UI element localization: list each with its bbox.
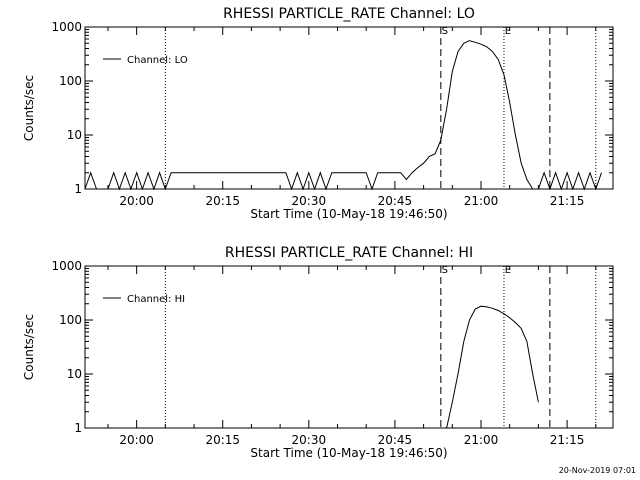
marker-label: S	[442, 265, 448, 276]
chart-title: RHESSI PARTICLE_RATE Channel: HI	[225, 245, 473, 261]
y-tick-label: 1	[74, 421, 82, 435]
panel-lo: RHESSI PARTICLE_RATE Channel: LO 20:00 20:…	[22, 6, 614, 221]
x-tick-label: 20:45	[378, 194, 413, 208]
y-tick-label: 100	[59, 74, 82, 88]
x-tick-label: 20:00	[119, 433, 154, 447]
x-tick-label: 21:00	[464, 433, 499, 447]
x-tick-label: 21:15	[550, 194, 585, 208]
y-tick-label: 1	[74, 182, 82, 196]
panel-hi: RHESSI PARTICLE_RATE Channel: HI 20:00 20:…	[22, 245, 614, 460]
plot-frame	[84, 26, 614, 190]
x-tick-label: 20:45	[378, 433, 413, 447]
timestamp: 20-Nov-2019 07:01	[559, 466, 636, 475]
y-tick-label: 10	[67, 367, 82, 381]
marker-label: E	[505, 265, 511, 276]
legend-label: Channel: LO	[127, 55, 188, 66]
marker-label: S	[442, 26, 448, 37]
y-tick-label: 10	[67, 128, 82, 142]
x-tick-label: 20:30	[292, 433, 327, 447]
marker-label: E	[505, 26, 511, 37]
y-axis-label: Counts/sec	[22, 75, 36, 141]
series-line	[84, 40, 602, 191]
y-tick-label: 1000	[51, 259, 82, 273]
x-tick-label: 20:15	[205, 433, 240, 447]
x-tick-label: 20:00	[119, 194, 154, 208]
x-tick-label: 21:00	[464, 194, 499, 208]
legend-label: Channel: HI	[127, 294, 185, 305]
series-line	[446, 305, 539, 429]
y-tick-label: 1000	[51, 20, 82, 34]
x-tick-label: 20:15	[205, 194, 240, 208]
y-tick-label: 100	[59, 313, 82, 327]
x-tick-label: 21:15	[550, 433, 585, 447]
x-tick-label: 20:30	[292, 194, 327, 208]
x-axis-label: Start Time (10-May-18 19:46:50)	[250, 446, 447, 460]
x-axis-label: Start Time (10-May-18 19:46:50)	[250, 207, 447, 221]
plot-frame	[84, 265, 614, 429]
y-axis-label: Counts/sec	[22, 314, 36, 380]
chart-title: RHESSI PARTICLE_RATE Channel: LO	[223, 6, 475, 22]
